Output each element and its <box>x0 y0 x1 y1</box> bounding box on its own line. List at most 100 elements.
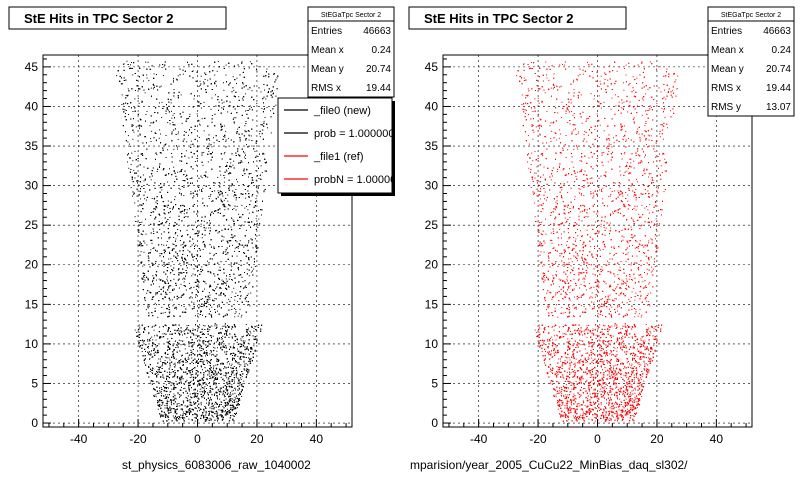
data-point <box>240 344 241 345</box>
data-point <box>243 336 244 337</box>
data-point <box>215 298 216 299</box>
data-point <box>241 396 242 397</box>
data-point <box>189 283 190 284</box>
data-point <box>213 347 214 348</box>
data-point <box>200 125 201 126</box>
data-point <box>215 365 216 366</box>
data-point <box>164 266 165 267</box>
data-point <box>162 102 163 103</box>
data-point <box>192 332 193 333</box>
data-point <box>181 245 182 246</box>
data-point <box>131 187 132 188</box>
data-point <box>229 400 230 401</box>
data-point <box>155 209 156 210</box>
data-point <box>160 361 161 362</box>
data-point <box>233 390 234 391</box>
data-point <box>168 106 169 107</box>
data-point <box>206 350 207 351</box>
data-point <box>237 363 238 364</box>
data-point <box>233 219 234 220</box>
data-point <box>139 325 140 326</box>
data-point <box>211 411 212 412</box>
data-point <box>129 144 130 145</box>
data-point <box>145 92 146 93</box>
data-point <box>172 244 173 245</box>
data-point <box>267 107 268 108</box>
data-point <box>222 419 223 420</box>
data-point <box>252 196 253 197</box>
data-point <box>197 326 198 327</box>
data-point <box>216 85 217 86</box>
data-point <box>226 285 227 286</box>
data-point <box>206 411 207 412</box>
data-point <box>224 396 225 397</box>
data-point <box>196 338 197 339</box>
data-point <box>168 388 169 389</box>
data-point <box>234 379 235 380</box>
data-point <box>260 66 261 67</box>
data-point <box>227 302 228 303</box>
data-point <box>182 355 183 356</box>
data-point <box>192 297 193 298</box>
data-point <box>163 395 164 396</box>
data-point <box>199 124 200 125</box>
data-point <box>229 420 230 421</box>
data-point <box>213 137 214 138</box>
data-point <box>253 247 254 248</box>
data-point <box>232 364 233 365</box>
data-point <box>217 397 218 398</box>
data-point <box>249 68 250 69</box>
data-point <box>179 331 180 332</box>
data-point <box>138 185 139 186</box>
data-point <box>205 407 206 408</box>
data-point <box>232 292 233 293</box>
data-point <box>184 388 185 389</box>
data-point <box>190 178 191 179</box>
data-point <box>221 107 222 108</box>
data-point <box>210 271 211 272</box>
data-point <box>230 376 231 377</box>
data-point <box>215 183 216 184</box>
data-point <box>228 168 229 169</box>
data-point <box>244 364 245 365</box>
data-point <box>148 62 149 63</box>
data-point <box>180 415 181 416</box>
data-point <box>183 402 184 403</box>
data-point <box>151 116 152 117</box>
data-point <box>203 249 204 250</box>
data-point <box>159 390 160 391</box>
data-point <box>204 83 205 84</box>
data-point <box>183 412 184 413</box>
data-point <box>135 330 136 331</box>
data-point <box>166 245 167 246</box>
data-point <box>231 365 232 366</box>
data-point <box>215 388 216 389</box>
data-point <box>144 167 145 168</box>
data-point <box>185 216 186 217</box>
data-point <box>195 245 196 246</box>
data-point <box>167 149 168 150</box>
data-point <box>169 223 170 224</box>
data-point <box>167 372 168 373</box>
data-point <box>198 270 199 271</box>
data-point <box>154 330 155 331</box>
data-point <box>243 84 244 85</box>
data-point <box>230 367 231 368</box>
data-point <box>159 129 160 130</box>
data-point <box>222 103 223 104</box>
data-point <box>232 398 233 399</box>
data-point <box>200 389 201 390</box>
data-point <box>212 115 213 116</box>
data-point <box>237 356 238 357</box>
data-point <box>220 295 221 296</box>
data-point <box>194 396 195 397</box>
data-point <box>161 189 162 190</box>
data-point <box>210 228 211 229</box>
data-point <box>132 139 133 140</box>
data-point <box>226 170 227 171</box>
data-point <box>185 391 186 392</box>
data-point <box>157 393 158 394</box>
data-point <box>211 146 212 147</box>
data-point <box>223 347 224 348</box>
data-point <box>238 316 239 317</box>
